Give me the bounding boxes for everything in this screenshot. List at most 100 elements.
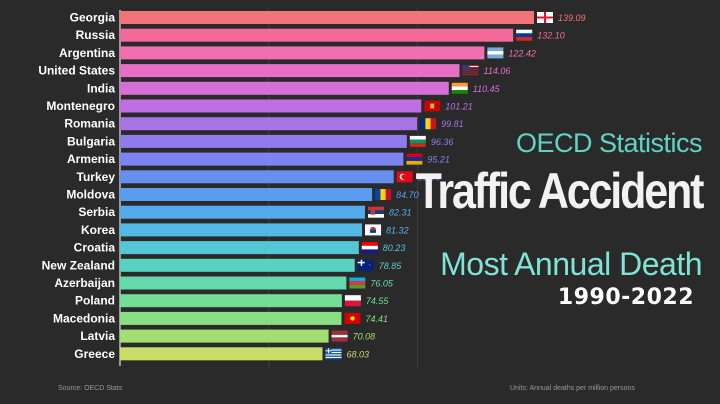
bar — [120, 258, 355, 272]
category-label: Turkey — [77, 170, 116, 184]
bar — [120, 276, 347, 290]
units-note: Units: Annual deaths per million persons — [510, 385, 635, 392]
category-label: Latvia — [80, 329, 115, 343]
bar-group: Latvia 70.08 — [80, 329, 375, 343]
category-label: India — [87, 81, 115, 95]
category-label: Korea — [81, 223, 115, 237]
category-label: Azerbaijan — [54, 276, 115, 290]
value-label: 114.06 — [483, 66, 510, 76]
latvia-flag — [331, 330, 348, 342]
value-label: 80.23 — [383, 243, 406, 253]
montenegro-flag — [424, 100, 441, 112]
bar — [120, 152, 404, 166]
bar-group: Moldova 84.70 — [66, 188, 418, 202]
category-label: Argentina — [59, 46, 115, 60]
bar — [120, 11, 534, 24]
bar-group: United States 114.06 — [38, 64, 510, 78]
value-label: 139.09 — [558, 13, 586, 23]
bar-group: Macedonia 74.41 — [53, 311, 388, 325]
korea-flag — [365, 224, 382, 236]
bar-group: Serbia 82.31 — [78, 205, 411, 219]
value-label: 81.32 — [386, 225, 409, 235]
value-label: 74.41 — [365, 314, 388, 324]
value-label: 76.05 — [370, 279, 394, 289]
value-label: 101.21 — [445, 102, 473, 112]
bar — [120, 28, 514, 42]
value-label: 82.31 — [389, 208, 412, 218]
value-label: 74.55 — [366, 296, 390, 306]
source-note: Source: OECD Stats — [58, 385, 123, 392]
bar — [120, 223, 363, 237]
united-states-flag — [462, 65, 479, 76]
category-label: Russia — [76, 28, 116, 42]
value-label: 84.70 — [396, 190, 419, 200]
bar — [120, 347, 323, 361]
category-label: Georgia — [70, 11, 116, 25]
value-label: 91.96 — [418, 172, 441, 182]
category-label: Poland — [75, 294, 115, 308]
bar-group: Korea 81.32 — [81, 223, 409, 237]
bar-group: Greece 68.03 — [74, 347, 369, 361]
category-label: New Zealand — [42, 258, 115, 272]
bar — [120, 134, 407, 148]
category-label: Macedonia — [53, 311, 115, 325]
value-label: 95.21 — [427, 155, 450, 165]
bar-group: Turkey 91.96 — [77, 170, 441, 184]
bar-group: Bulgaria 96.36 — [67, 134, 453, 148]
bar-group: India 110.45 — [87, 81, 501, 95]
bar-group: Georgia 139.09 — [70, 11, 586, 25]
georgia-flag — [537, 12, 553, 23]
value-label: 110.45 — [473, 84, 501, 94]
bar — [120, 64, 460, 78]
value-label: 122.42 — [508, 48, 536, 58]
bar — [120, 311, 342, 325]
value-label: 70.08 — [353, 332, 376, 342]
bar — [120, 329, 329, 343]
category-label: Serbia — [78, 205, 115, 219]
category-label: Montenegro — [46, 99, 115, 113]
bar-group: Croatia 80.23 — [74, 241, 406, 255]
new-zealand-flag — [357, 259, 374, 271]
category-label: Moldova — [66, 188, 115, 202]
value-label: 68.03 — [346, 349, 369, 359]
bar-group: Argentina 122.42 — [59, 46, 536, 60]
category-label: Armenia — [67, 152, 115, 166]
bar — [120, 294, 342, 308]
bar-group: Armenia 95.21 — [67, 152, 450, 166]
macedonia-flag — [344, 312, 361, 324]
romania-flag — [420, 118, 437, 130]
value-label: 78.85 — [379, 261, 403, 271]
bar — [120, 81, 449, 95]
bar — [120, 46, 485, 60]
category-label: Croatia — [74, 241, 116, 255]
category-label: United States — [38, 64, 115, 78]
value-label: 99.81 — [441, 119, 464, 129]
bar — [120, 188, 373, 201]
chart-title: Traffic Accident — [415, 163, 704, 219]
category-label: Bulgaria — [67, 134, 115, 148]
category-label: Romania — [64, 117, 115, 131]
chart-header-oecd: OECD Statistics — [515, 128, 703, 158]
bar-group: Romania 99.81 — [64, 117, 463, 131]
india-flag — [451, 82, 468, 94]
russia-flag — [516, 29, 533, 41]
value-label: 132.10 — [537, 31, 565, 41]
bar-group: Poland 74.55 — [75, 294, 389, 308]
moldova-flag — [375, 189, 392, 200]
bar — [120, 241, 359, 255]
bar-group: Azerbaijan 76.05 — [54, 276, 394, 290]
bar — [120, 117, 418, 131]
category-label: Greece — [74, 347, 115, 361]
chart-subtitle: Most Annual Death — [440, 246, 702, 282]
greece-flag — [325, 348, 342, 360]
bulgaria-flag — [409, 135, 426, 147]
azerbaijan-flag — [349, 277, 366, 289]
value-label: 96.36 — [431, 137, 454, 147]
poland-flag — [344, 295, 361, 307]
serbia-flag — [367, 206, 384, 218]
argentina-flag — [487, 47, 504, 59]
bar — [120, 99, 422, 113]
bar-group: Montenegro 101.21 — [46, 99, 472, 113]
bar — [120, 205, 365, 219]
